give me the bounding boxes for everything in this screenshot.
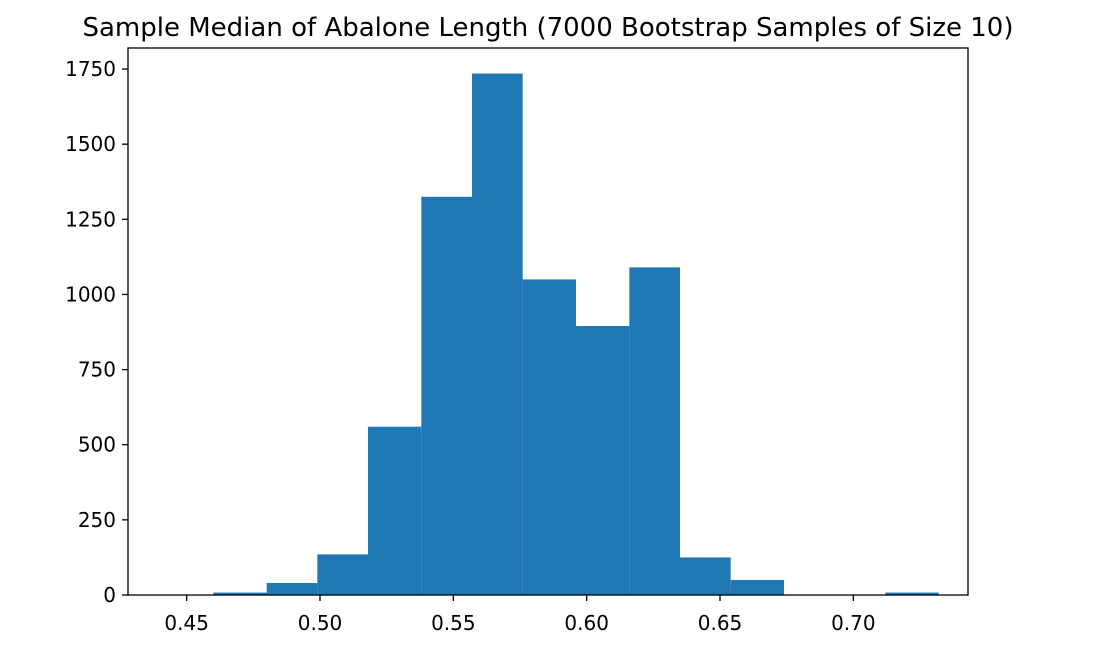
histogram-bar-10	[680, 557, 731, 595]
histogram-bar-11	[730, 579, 784, 595]
y-tick-label-1: 250	[78, 508, 116, 532]
y-tick-label-5: 1250	[65, 207, 116, 231]
y-tick-label-7: 1750	[65, 57, 116, 81]
x-tick-label-4: 0.65	[698, 611, 743, 635]
histogram-bar-1	[213, 592, 267, 595]
x-tick-label-5: 0.70	[831, 611, 876, 635]
y-tick-label-6: 1500	[65, 132, 116, 156]
bars-layer	[213, 73, 939, 596]
axes-layer	[127, 47, 969, 596]
histogram-bar-7	[522, 279, 576, 595]
y-tick-label-4: 1000	[65, 282, 116, 306]
histogram-bar-14	[885, 592, 939, 595]
histogram-bar-5	[421, 196, 472, 595]
x-tick-label-1: 0.50	[298, 611, 343, 635]
histogram-bar-3	[317, 554, 368, 595]
x-tick-label-0: 0.45	[164, 611, 209, 635]
ticks-layer: 0.45 0.50 0.55 0.60 0.65 0.70 0 250 500 750 1000 12…	[65, 57, 876, 635]
plot-frame	[127, 47, 969, 596]
chart-title: Sample Median of Abalone Length (7000 Bo…	[83, 13, 1014, 43]
x-tick-label-3: 0.60	[564, 611, 609, 635]
histogram-bar-8	[576, 326, 630, 595]
y-tick-label-0: 0	[103, 583, 116, 607]
histogram-bar-2	[266, 582, 318, 595]
x-tick-label-2: 0.55	[431, 611, 476, 635]
y-tick-label-2: 500	[78, 433, 116, 457]
histogram-bar-9	[629, 267, 680, 595]
histogram-bar-4	[368, 426, 422, 595]
histogram-bar-6	[472, 73, 523, 596]
y-tick-label-3: 750	[78, 358, 116, 382]
